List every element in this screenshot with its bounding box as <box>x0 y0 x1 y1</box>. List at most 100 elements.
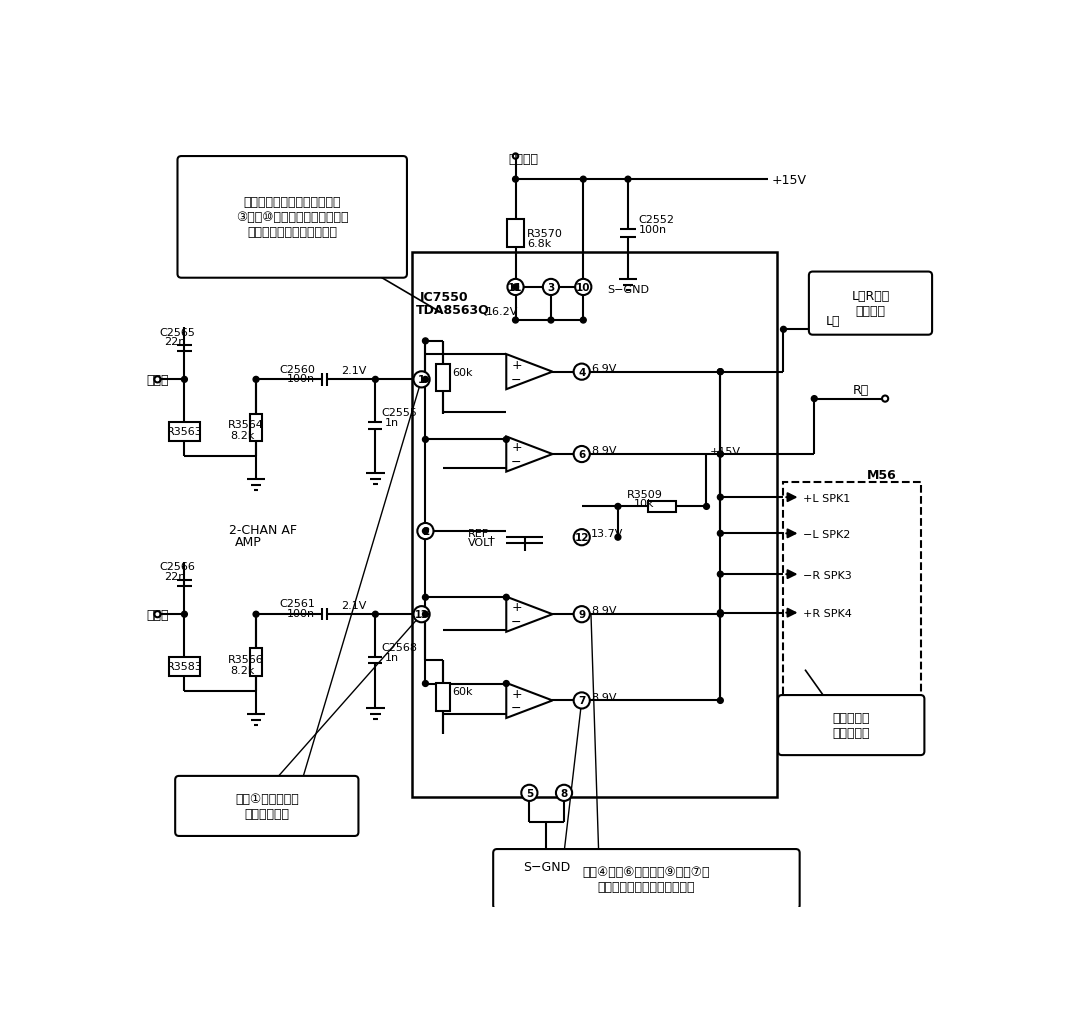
Text: 8.9V: 8.9V <box>591 605 616 615</box>
Text: −L SPK2: −L SPK2 <box>803 530 850 540</box>
Text: 右声道: 右声道 <box>146 608 168 622</box>
Circle shape <box>717 451 724 458</box>
Text: 16.2V: 16.2V <box>487 307 519 317</box>
Circle shape <box>422 437 429 443</box>
Text: S−GND: S−GND <box>607 285 649 294</box>
Circle shape <box>780 327 787 333</box>
Circle shape <box>512 154 518 160</box>
Circle shape <box>574 446 590 463</box>
Text: C2555: C2555 <box>382 408 417 418</box>
Text: TDA8563Q: TDA8563Q <box>416 303 489 316</box>
Text: 1n: 1n <box>385 418 399 428</box>
Circle shape <box>372 377 378 383</box>
Text: −: − <box>511 373 522 386</box>
Bar <box>784 482 921 698</box>
Circle shape <box>717 572 724 578</box>
Bar <box>169 422 199 441</box>
FancyBboxPatch shape <box>778 695 924 755</box>
Text: C2568: C2568 <box>382 642 417 652</box>
Text: −: − <box>511 455 522 469</box>
Circle shape <box>717 610 724 615</box>
Circle shape <box>504 595 509 600</box>
Text: +15V: +15V <box>771 173 806 186</box>
Circle shape <box>542 279 559 296</box>
Text: 22n: 22n <box>164 571 185 581</box>
Text: REF: REF <box>467 528 489 538</box>
Circle shape <box>253 611 259 618</box>
Text: C2565: C2565 <box>160 327 196 337</box>
Circle shape <box>812 396 817 403</box>
Circle shape <box>615 504 621 510</box>
Circle shape <box>574 530 590 546</box>
Polygon shape <box>506 355 552 390</box>
Text: L、R音频
信号输出: L、R音频 信号输出 <box>851 289 890 318</box>
Bar <box>413 253 777 798</box>
Circle shape <box>181 377 188 383</box>
Circle shape <box>580 177 586 182</box>
Circle shape <box>414 372 430 388</box>
Text: C2560: C2560 <box>279 364 315 374</box>
Text: 2-CHAN AF: 2-CHAN AF <box>229 524 297 536</box>
FancyBboxPatch shape <box>175 776 358 837</box>
Circle shape <box>422 595 429 600</box>
Text: 消音控制: 消音控制 <box>508 153 538 166</box>
Text: 6: 6 <box>578 449 585 460</box>
Text: 10: 10 <box>576 282 591 292</box>
Text: 8.2k: 8.2k <box>230 665 255 675</box>
Text: M56: M56 <box>866 468 896 481</box>
Text: S−GND: S−GND <box>523 860 570 873</box>
Circle shape <box>717 495 724 500</box>
Text: 接左、右声
道的扬声器: 接左、右声 道的扬声器 <box>833 711 870 740</box>
Bar <box>436 684 450 711</box>
Text: 4: 4 <box>578 367 585 377</box>
Text: 2.1V: 2.1V <box>341 366 367 376</box>
Text: 8: 8 <box>561 788 568 798</box>
Circle shape <box>512 318 519 324</box>
Text: 左声道: 左声道 <box>146 374 168 386</box>
Text: 7: 7 <box>578 696 585 706</box>
Text: 11: 11 <box>508 282 523 292</box>
Text: 9: 9 <box>578 609 585 620</box>
Text: 1: 1 <box>418 375 426 385</box>
Circle shape <box>422 338 429 344</box>
FancyBboxPatch shape <box>809 272 932 335</box>
Circle shape <box>717 611 724 618</box>
Circle shape <box>625 177 630 182</box>
Text: 1n: 1n <box>385 653 399 662</box>
Text: C2561: C2561 <box>279 599 315 608</box>
Text: R3563: R3563 <box>166 427 203 436</box>
Circle shape <box>548 318 554 324</box>
Text: AMP: AMP <box>235 535 262 548</box>
Circle shape <box>253 377 259 383</box>
Text: +: + <box>511 687 522 700</box>
Circle shape <box>422 611 429 618</box>
FancyBboxPatch shape <box>178 157 407 278</box>
Polygon shape <box>506 437 552 472</box>
Text: +: + <box>511 601 522 613</box>
Text: +15V: +15V <box>710 446 741 457</box>
Text: R。: R。 <box>853 383 869 396</box>
Text: 100n: 100n <box>287 608 315 619</box>
Text: −: − <box>511 615 522 629</box>
Circle shape <box>882 396 889 403</box>
Circle shape <box>703 504 710 510</box>
FancyBboxPatch shape <box>493 849 800 909</box>
Text: L。: L。 <box>825 314 840 327</box>
Circle shape <box>504 681 509 687</box>
Text: 60k: 60k <box>452 687 473 697</box>
Text: 60k: 60k <box>452 367 473 377</box>
Circle shape <box>717 451 724 458</box>
Bar <box>169 657 199 677</box>
Text: 8.9V: 8.9V <box>591 692 616 702</box>
Text: IC7550: IC7550 <box>420 291 468 304</box>
Text: +: + <box>511 359 522 371</box>
Text: 100n: 100n <box>287 373 315 383</box>
Text: −R SPK3: −R SPK3 <box>803 571 851 581</box>
Text: 8.2k: 8.2k <box>230 430 255 440</box>
Circle shape <box>576 279 592 296</box>
Text: 2.1V: 2.1V <box>341 600 367 610</box>
Circle shape <box>414 606 430 623</box>
Text: R3564: R3564 <box>227 420 264 430</box>
Circle shape <box>154 377 161 383</box>
Bar <box>649 501 676 513</box>
